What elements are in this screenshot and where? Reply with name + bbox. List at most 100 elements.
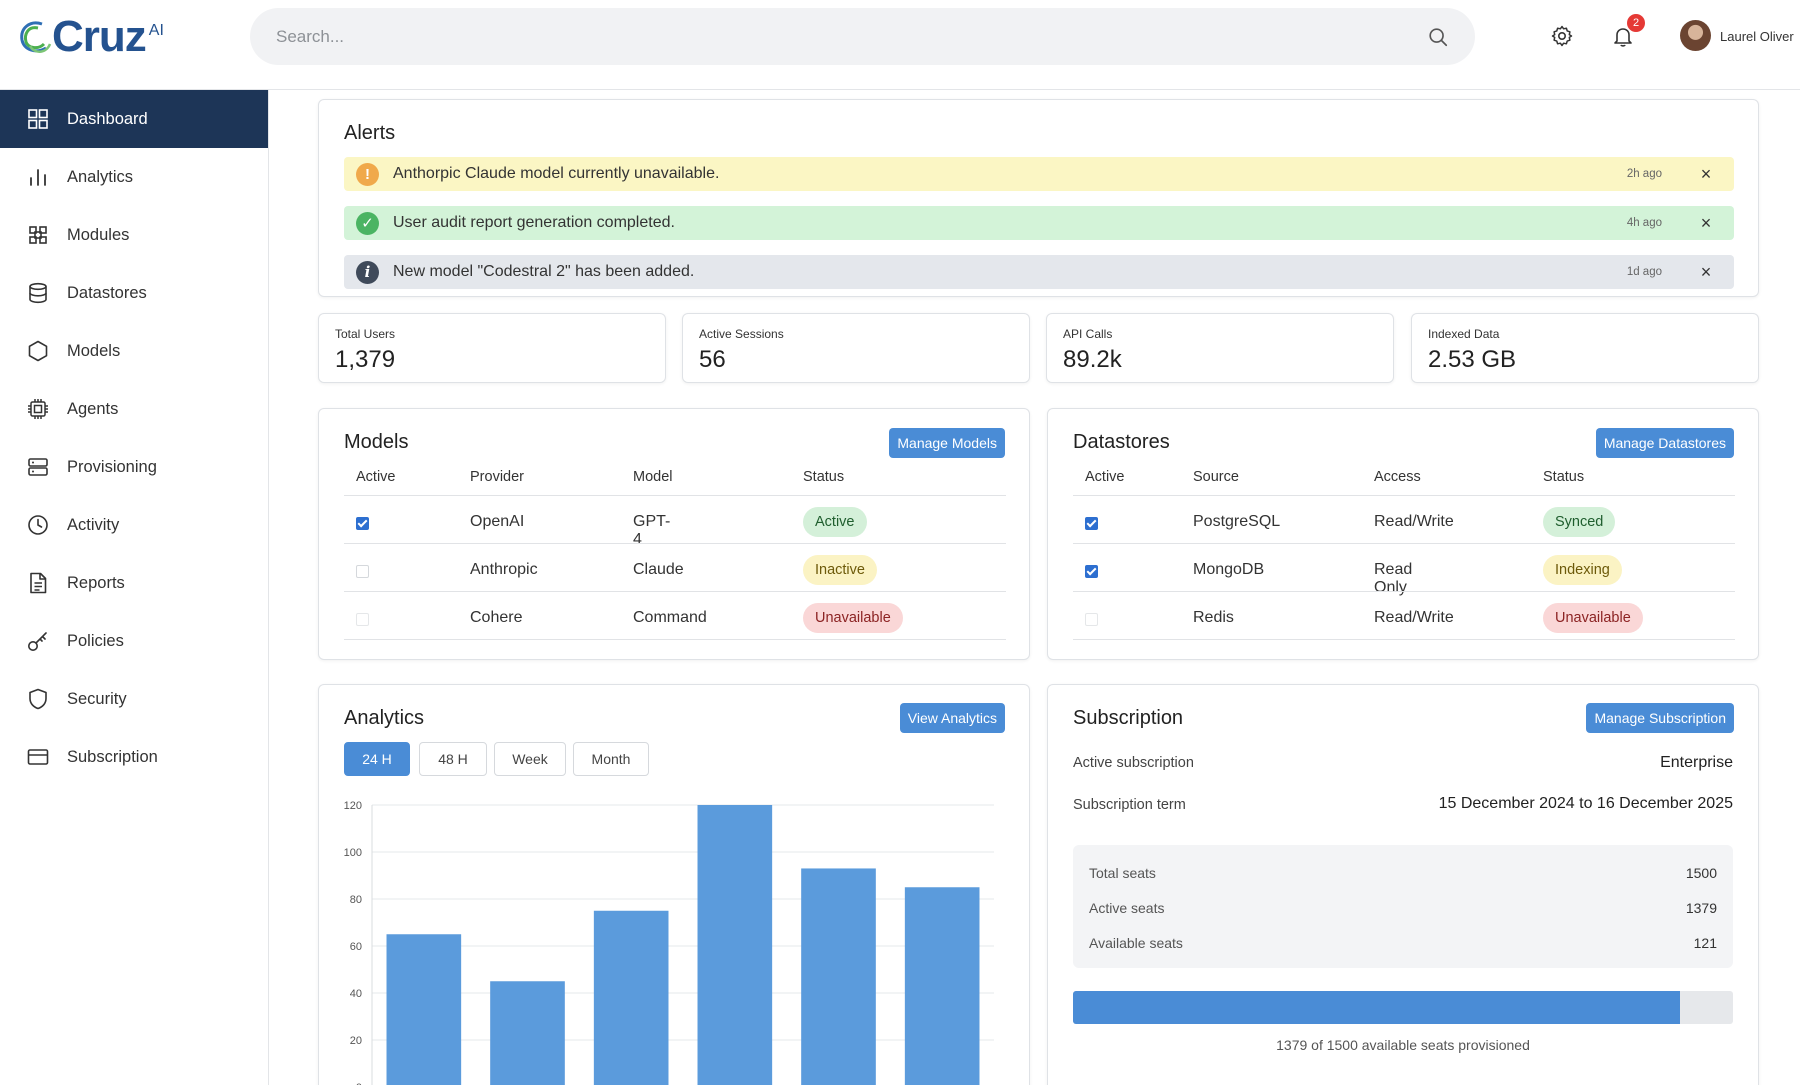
sidebar-item-provisioning[interactable]: Provisioning: [0, 438, 268, 496]
source-cell: Redis: [1193, 609, 1234, 626]
active-checkbox[interactable]: [356, 565, 369, 578]
tab-48h[interactable]: 48 H: [419, 742, 487, 776]
tab-24h[interactable]: 24 H: [344, 742, 410, 776]
status-badge: Synced: [1543, 507, 1616, 537]
alert-time: 2h ago: [1626, 168, 1662, 180]
view-analytics-button[interactable]: View Analytics: [899, 703, 1005, 733]
active-seats-value: 1379: [1685, 900, 1717, 916]
available-seats-value: 121: [1693, 935, 1717, 951]
status-badge: Unavailable: [1543, 603, 1643, 633]
stat-card-api-calls: API Calls 89.2k: [1046, 313, 1394, 383]
divider: [1073, 591, 1735, 592]
chip-icon: [28, 399, 48, 419]
sidebar-item-modules[interactable]: Modules: [0, 206, 268, 264]
alerts-title: Alerts: [344, 122, 396, 144]
status-badge: Active: [803, 507, 867, 537]
manage-models-button[interactable]: Manage Models: [889, 428, 1005, 458]
column-header: Source: [1193, 469, 1239, 485]
y-tick-label: 0: [356, 1082, 362, 1085]
stat-value: 2.53 GB: [1428, 346, 1517, 373]
close-icon[interactable]: ×: [1700, 164, 1712, 184]
y-tick-label: 120: [344, 800, 362, 812]
sidebar-item-label: Modules: [67, 225, 130, 244]
active-checkbox[interactable]: [1085, 613, 1098, 626]
divider: [344, 591, 1006, 592]
sidebar-item-activity[interactable]: Activity: [0, 496, 268, 554]
sidebar-item-subscription[interactable]: Subscription: [0, 728, 268, 786]
models-card: Models Manage Models Active Provider Mod…: [318, 408, 1030, 660]
y-tick-label: 20: [350, 1035, 362, 1047]
alert-info: i New model "Codestral 2" has been added…: [344, 255, 1734, 289]
active-checkbox[interactable]: [1085, 517, 1098, 530]
manage-subscription-button[interactable]: Manage Subscription: [1586, 703, 1734, 733]
total-seats-value: 1500: [1685, 865, 1717, 881]
sidebar-item-label: Datastores: [67, 283, 147, 302]
bar-chart-icon: [30, 169, 46, 186]
close-icon[interactable]: ×: [1700, 213, 1712, 233]
subscription-term-label: Subscription term: [1073, 797, 1186, 813]
provider-cell: Anthropic: [470, 561, 538, 578]
user-name[interactable]: Laurel Oliver: [1720, 29, 1794, 44]
chart-bar[interactable]: [697, 805, 773, 1085]
tab-week[interactable]: Week: [494, 742, 566, 776]
source-cell: PostgreSQL: [1193, 513, 1281, 530]
seats-summary: Total seats 1500 Active seats 1379 Avail…: [1073, 845, 1733, 968]
active-subscription-label: Active subscription: [1073, 755, 1194, 771]
alert-message: User audit report generation completed.: [393, 214, 675, 231]
stat-label: Active Sessions: [699, 327, 784, 341]
sidebar-item-security[interactable]: Security: [0, 670, 268, 728]
bell-icon[interactable]: [1611, 24, 1635, 48]
chart-bar[interactable]: [593, 910, 669, 1085]
active-checkbox[interactable]: [356, 517, 369, 530]
alert-success: ✓ User audit report generation completed…: [344, 206, 1734, 240]
status-badge: Indexing: [1543, 555, 1622, 585]
search-input[interactable]: Search...: [250, 8, 1475, 65]
database-icon: [29, 282, 47, 304]
alerts-card: Alerts ! Anthorpic Claude model currentl…: [318, 99, 1759, 297]
chart-bar[interactable]: [386, 934, 462, 1085]
active-checkbox[interactable]: [356, 613, 369, 626]
sidebar-item-label: Activity: [67, 515, 120, 534]
logo-swirl-icon: [20, 21, 52, 53]
column-header: Model: [633, 469, 673, 485]
sidebar-item-label: Models: [67, 341, 121, 360]
sidebar-item-label: Dashboard: [67, 109, 148, 128]
sidebar: Dashboard Analytics Modules Datastores M…: [0, 90, 269, 1085]
sidebar-item-label: Analytics: [67, 167, 134, 186]
sidebar-item-policies[interactable]: Policies: [0, 612, 268, 670]
provider-cell: Cohere: [470, 609, 523, 626]
models-title: Models: [344, 431, 409, 453]
sidebar-item-label: Reports: [67, 573, 125, 592]
alert-message: Anthorpic Claude model currently unavail…: [393, 165, 720, 182]
logo[interactable]: Cruz AI: [16, 14, 164, 64]
search-icon[interactable]: [1427, 26, 1449, 48]
top-header: Cruz AI Search... 2 Laurel Oliver: [0, 0, 1800, 90]
sidebar-item-models[interactable]: Models: [0, 322, 268, 380]
gear-icon[interactable]: [1550, 24, 1574, 48]
avatar[interactable]: [1680, 20, 1711, 51]
tab-month[interactable]: Month: [573, 742, 649, 776]
shield-icon: [29, 688, 47, 710]
sidebar-item-datastores[interactable]: Datastores: [0, 264, 268, 322]
chart-bar[interactable]: [490, 981, 565, 1085]
chart-bar[interactable]: [904, 887, 980, 1085]
model-cell: Command: [633, 609, 707, 626]
sidebar-item-dashboard[interactable]: Dashboard: [0, 90, 268, 148]
modules-icon: [29, 226, 47, 244]
seats-progress-bar: [1073, 991, 1733, 1024]
hexagon-icon: [28, 340, 48, 362]
close-icon[interactable]: ×: [1700, 262, 1712, 282]
notification-badge: 2: [1627, 14, 1645, 32]
active-checkbox[interactable]: [1085, 565, 1098, 578]
logo-text: Cruz: [52, 12, 147, 61]
source-cell: MongoDB: [1193, 561, 1265, 578]
column-header: Active: [356, 469, 396, 485]
divider: [344, 543, 1006, 544]
sidebar-item-analytics[interactable]: Analytics: [0, 148, 268, 206]
manage-datastores-button[interactable]: Manage Datastores: [1595, 428, 1734, 458]
chart-bar[interactable]: [801, 868, 876, 1085]
sidebar-item-agents[interactable]: Agents: [0, 380, 268, 438]
column-header: Active: [1085, 469, 1125, 485]
column-header: Status: [803, 469, 845, 485]
sidebar-item-reports[interactable]: Reports: [0, 554, 268, 612]
